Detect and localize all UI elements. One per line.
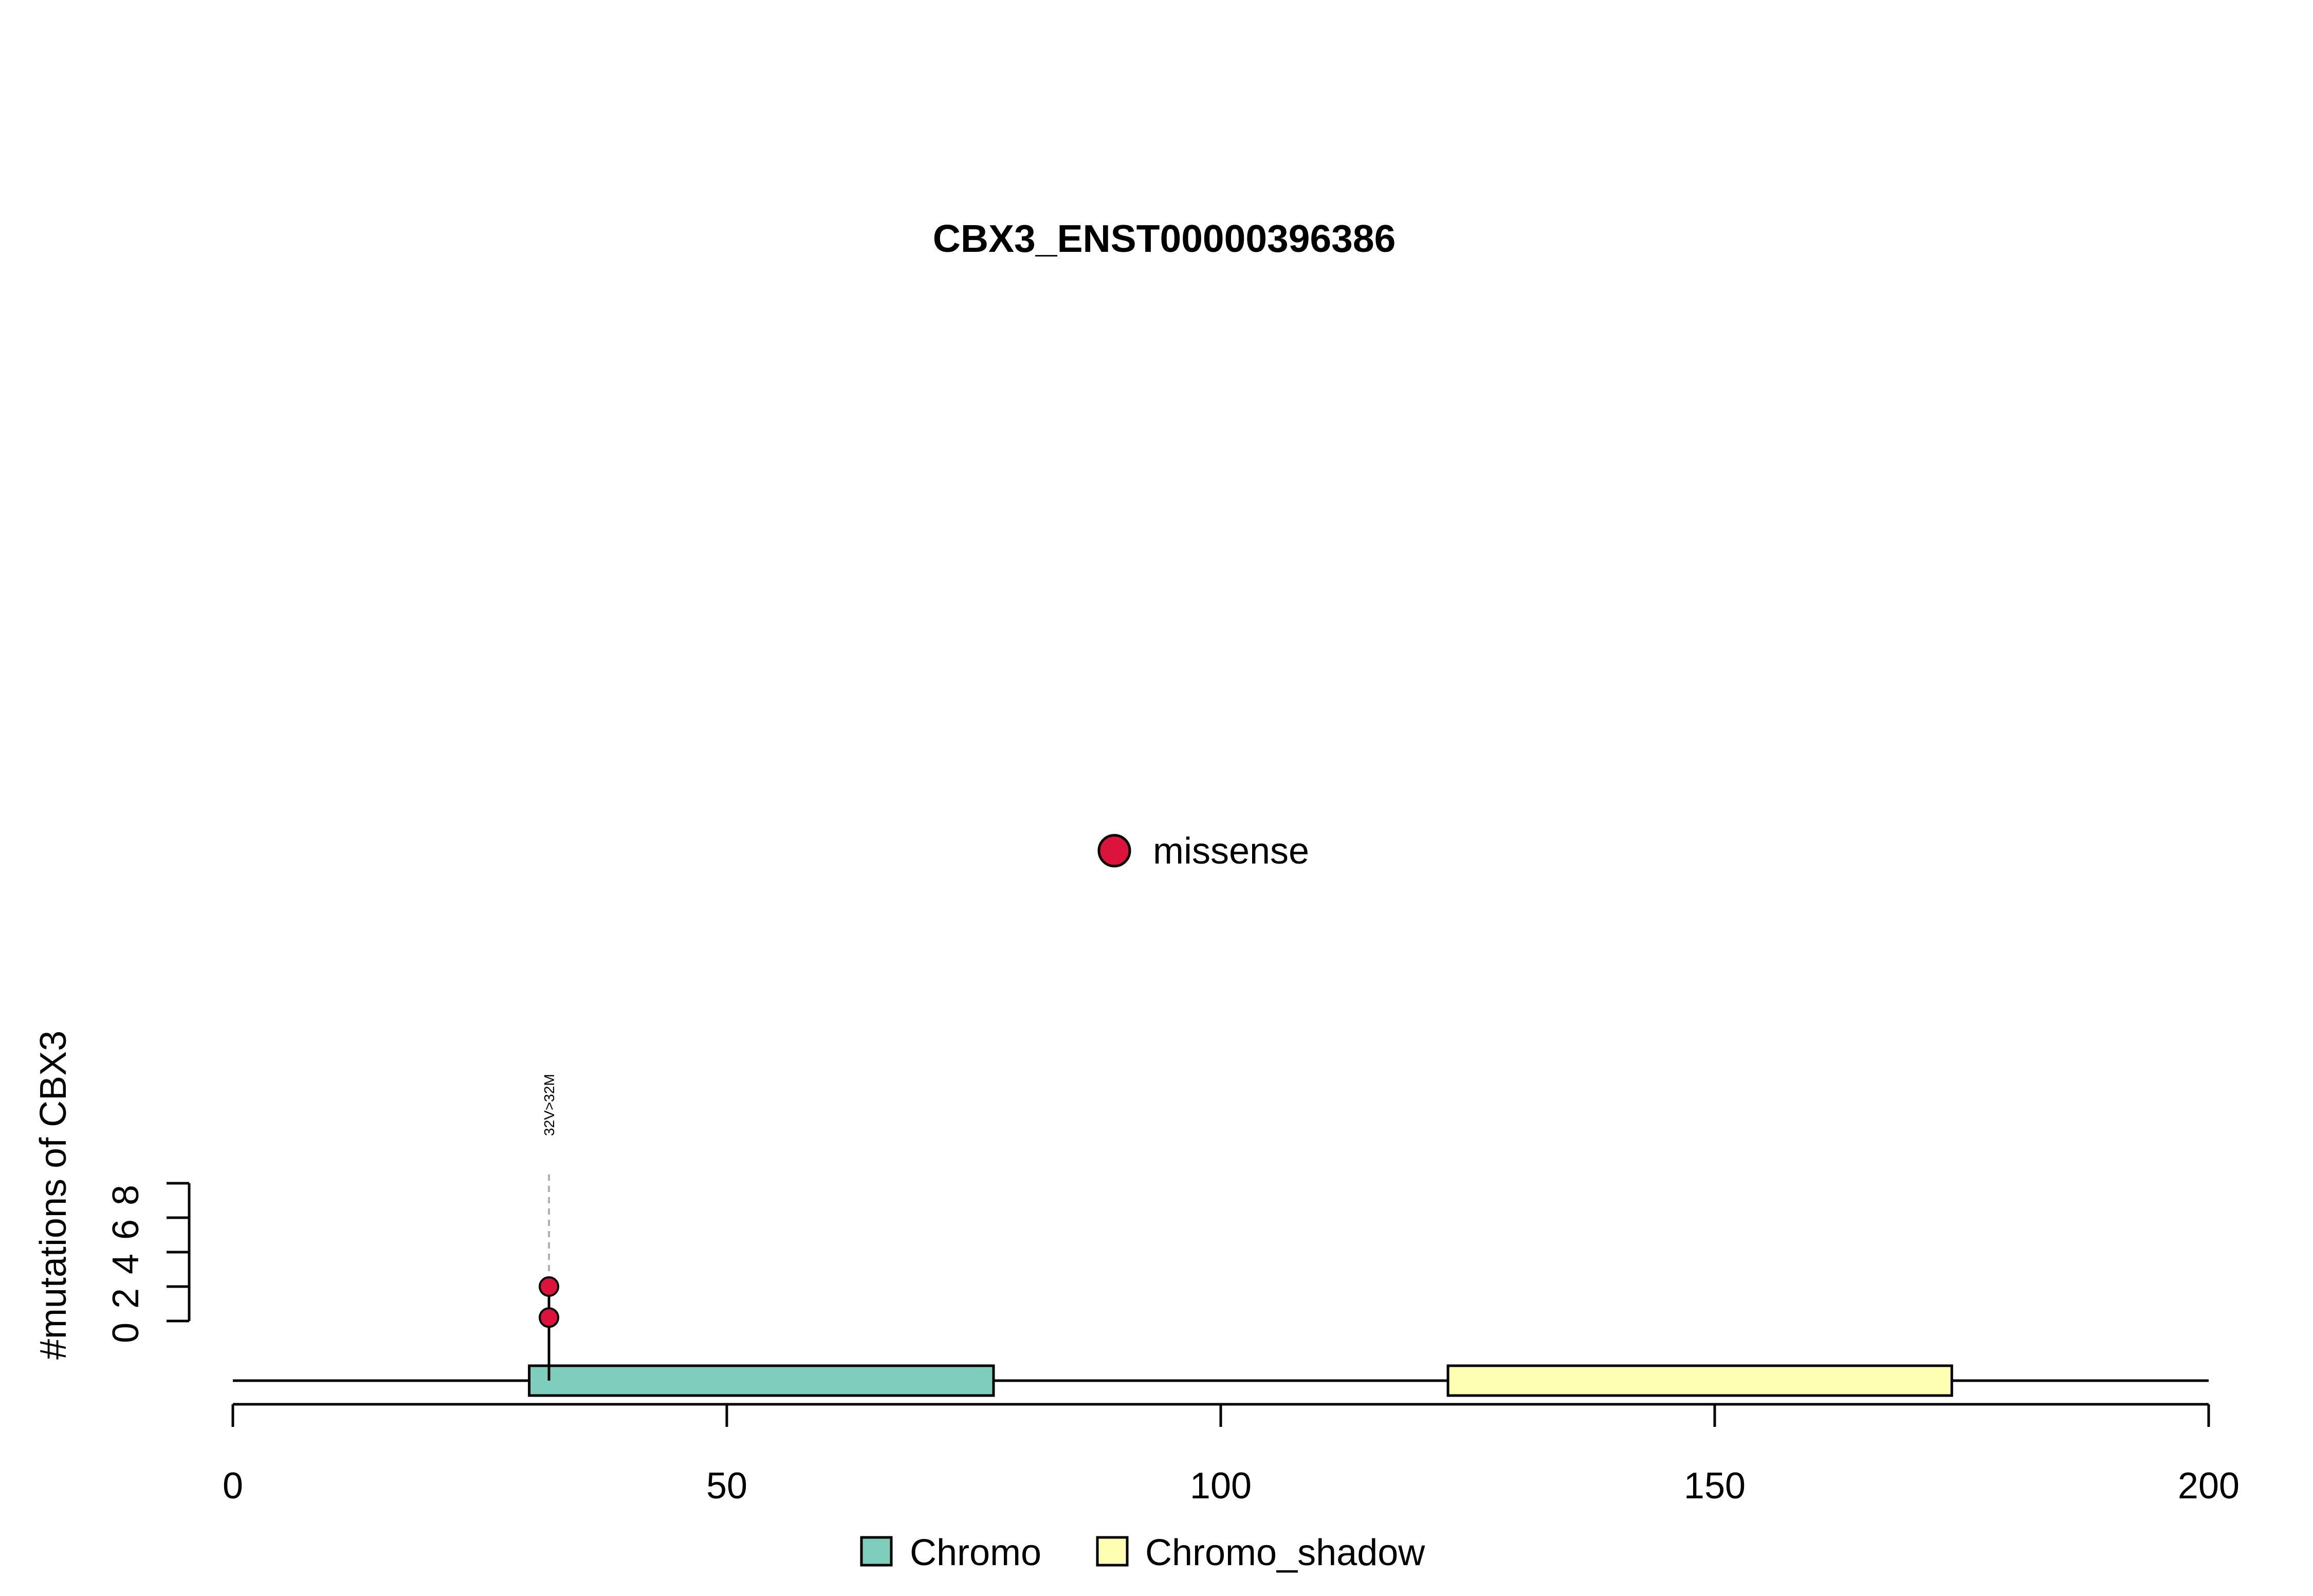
legend-label-chromo: Chromo	[910, 1532, 1041, 1573]
x-tick-label-50: 50	[706, 1465, 747, 1507]
domain-chromo-shadow	[1446, 1364, 1953, 1397]
y-tick-label-2: 2	[105, 1288, 146, 1309]
chart-title: CBX3_ENST00000396386	[933, 217, 1396, 260]
legend-swatch-chromo-shadow	[1096, 1536, 1129, 1567]
y-tick-label-8: 8	[105, 1185, 146, 1205]
legend-label-chromo-shadow: Chromo_shadow	[1145, 1532, 1425, 1573]
mutation-point	[539, 1307, 560, 1328]
x-tick-label-150: 150	[1684, 1465, 1746, 1507]
x-tick-label-0: 0	[223, 1465, 243, 1507]
legend-marker-missense	[1097, 834, 1131, 868]
mutation-label: 32V>32M	[541, 1074, 557, 1136]
y-axis-label: #mutations of CBX3	[33, 1031, 74, 1360]
x-tick-label-100: 100	[1190, 1465, 1252, 1507]
y-tick-label-0: 0	[105, 1323, 146, 1343]
legend-label-missense: missense	[1153, 831, 1309, 872]
chart-marks: 0 50 100 150 200 0 2 4 6 8 32V>32M missense Chromo Ch…	[105, 831, 2239, 1573]
mutation-point	[539, 1276, 560, 1297]
y-tick-label-4: 4	[105, 1254, 146, 1274]
y-tick-label-6: 6	[105, 1219, 146, 1240]
domain-chromo	[528, 1364, 995, 1397]
x-tick-label-200: 200	[2178, 1465, 2239, 1507]
legend-swatch-chromo	[860, 1536, 893, 1567]
